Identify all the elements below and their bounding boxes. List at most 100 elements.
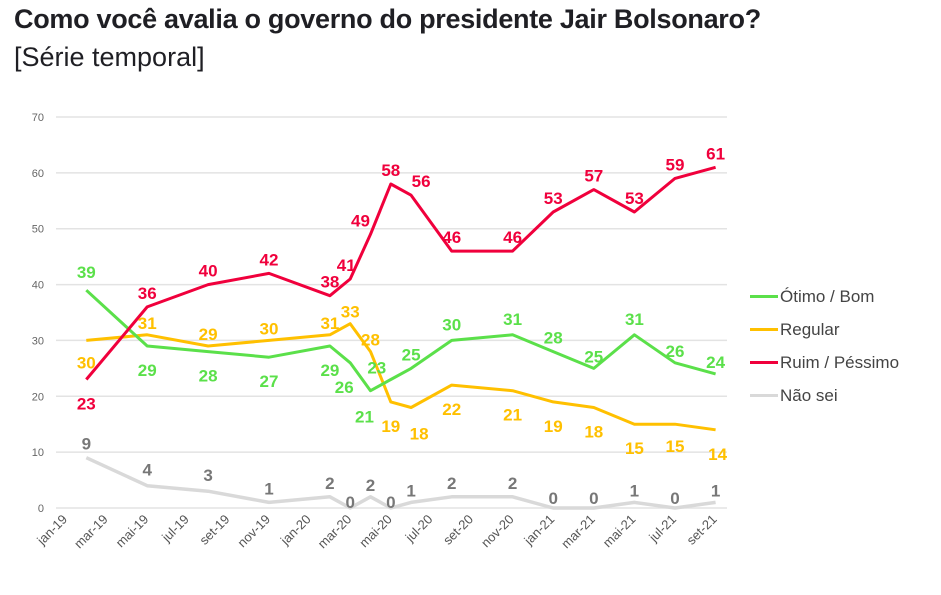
data-label: 42 bbox=[260, 250, 279, 269]
data-label: 14 bbox=[708, 445, 727, 464]
data-label: 29 bbox=[320, 361, 339, 380]
data-label: 0 bbox=[589, 489, 598, 508]
data-label: 39 bbox=[77, 263, 96, 282]
data-label: 2 bbox=[325, 474, 334, 493]
data-label: 3 bbox=[203, 466, 212, 485]
data-label: 30 bbox=[77, 353, 96, 372]
data-label: 9 bbox=[82, 435, 91, 454]
y-tick-label: 30 bbox=[32, 335, 44, 347]
legend-label: Ruim / Péssimo bbox=[780, 352, 900, 372]
data-label: 15 bbox=[666, 437, 685, 456]
data-label: 61 bbox=[706, 144, 725, 163]
y-tick-label: 0 bbox=[38, 503, 44, 515]
x-tick-label: nov-20 bbox=[478, 512, 517, 551]
legend-item: Ruim / Péssimo bbox=[750, 346, 899, 379]
data-label: 31 bbox=[503, 310, 522, 329]
data-label: 38 bbox=[320, 273, 339, 292]
legend-item: Ótimo / Bom bbox=[750, 280, 899, 313]
data-label: 28 bbox=[361, 331, 380, 350]
y-tick-label: 40 bbox=[32, 280, 44, 292]
data-label: 23 bbox=[77, 395, 96, 414]
data-label: 28 bbox=[544, 329, 563, 348]
data-label: 28 bbox=[199, 367, 218, 386]
legend-swatch bbox=[750, 394, 778, 397]
legend-label: Não sei bbox=[780, 385, 838, 405]
data-label: 49 bbox=[351, 211, 370, 230]
x-tick-label: mar-19 bbox=[71, 512, 111, 552]
legend-item: Regular bbox=[750, 313, 899, 346]
data-label: 19 bbox=[544, 417, 563, 436]
data-label: 27 bbox=[260, 372, 279, 391]
chart-subtitle: [Série temporal] bbox=[14, 42, 205, 72]
data-label: 56 bbox=[412, 172, 431, 191]
data-label: 2 bbox=[366, 476, 375, 495]
legend-label: Regular bbox=[780, 319, 840, 339]
legend: Ótimo / Bom Regular Ruim / Péssimo Não sei bbox=[750, 280, 899, 412]
x-tick-label: mai-20 bbox=[356, 512, 395, 551]
data-label: 33 bbox=[341, 303, 360, 322]
data-label: 18 bbox=[584, 422, 603, 441]
data-label: 0 bbox=[345, 493, 354, 512]
data-label: 53 bbox=[544, 189, 563, 208]
y-tick-label: 20 bbox=[32, 391, 44, 403]
legend-item: Não sei bbox=[750, 379, 899, 412]
legend-label: Ótimo / Bom bbox=[780, 286, 875, 306]
data-label: 24 bbox=[706, 353, 725, 372]
data-label: 2 bbox=[508, 474, 517, 493]
data-label: 25 bbox=[402, 345, 421, 364]
series-line-0 bbox=[85, 289, 716, 393]
data-label: 26 bbox=[335, 378, 354, 397]
data-label: 59 bbox=[666, 155, 685, 174]
x-tick-label: jul-21 bbox=[645, 512, 679, 546]
x-tick-label: jan-20 bbox=[277, 512, 314, 549]
data-label: 58 bbox=[381, 161, 400, 180]
series-line-2 bbox=[85, 165, 716, 381]
x-tick-label: mar-20 bbox=[315, 512, 355, 552]
legend-swatch bbox=[750, 361, 778, 364]
data-label: 0 bbox=[548, 489, 557, 508]
data-label: 0 bbox=[386, 493, 395, 512]
x-tick-label: set-20 bbox=[440, 512, 476, 548]
data-label: 15 bbox=[625, 439, 644, 458]
x-tick-label: jan-21 bbox=[520, 512, 557, 549]
y-tick-label: 60 bbox=[32, 168, 44, 180]
data-label: 30 bbox=[260, 319, 279, 338]
data-label: 22 bbox=[442, 400, 461, 419]
data-label: 1 bbox=[711, 481, 720, 500]
x-tick-label: jul-20 bbox=[402, 512, 436, 546]
data-label: 0 bbox=[670, 489, 679, 508]
legend-swatch bbox=[750, 295, 778, 298]
data-label: 46 bbox=[503, 228, 522, 247]
series-line-3 bbox=[85, 456, 716, 510]
data-label: 1 bbox=[264, 479, 273, 498]
data-label: 30 bbox=[442, 315, 461, 334]
data-label: 2 bbox=[447, 474, 456, 493]
data-label: 57 bbox=[584, 167, 603, 186]
x-axis-ticks: jan-19 mar-19 mai-19 jul-19 set-19 nov-19 jan-… bbox=[33, 512, 719, 552]
x-tick-label: mai-19 bbox=[113, 512, 152, 551]
data-label: 18 bbox=[410, 424, 429, 443]
x-tick-label: set-19 bbox=[196, 512, 232, 548]
data-label: 29 bbox=[199, 325, 218, 344]
y-axis-ticks: 0 10 20 30 40 50 60 70 bbox=[32, 112, 44, 515]
data-label: 36 bbox=[138, 284, 157, 303]
data-label: 1 bbox=[406, 481, 415, 500]
data-label: 53 bbox=[625, 189, 644, 208]
x-tick-label: jan-19 bbox=[33, 512, 70, 549]
data-label: 21 bbox=[355, 408, 374, 427]
series-line-1 bbox=[86, 322, 716, 432]
data-label: 1 bbox=[630, 481, 639, 500]
data-label: 23 bbox=[367, 359, 386, 378]
y-tick-label: 50 bbox=[32, 224, 44, 236]
data-label: 31 bbox=[138, 314, 157, 333]
data-label: 40 bbox=[199, 262, 218, 281]
data-label: 41 bbox=[337, 256, 356, 275]
chart-title: Como você avalia o governo do presidente… bbox=[14, 4, 761, 34]
y-tick-label: 70 bbox=[32, 112, 44, 124]
data-label: 4 bbox=[142, 461, 152, 480]
data-label: 29 bbox=[138, 361, 157, 380]
legend-swatch bbox=[750, 328, 778, 331]
x-tick-label: nov-19 bbox=[234, 512, 273, 551]
